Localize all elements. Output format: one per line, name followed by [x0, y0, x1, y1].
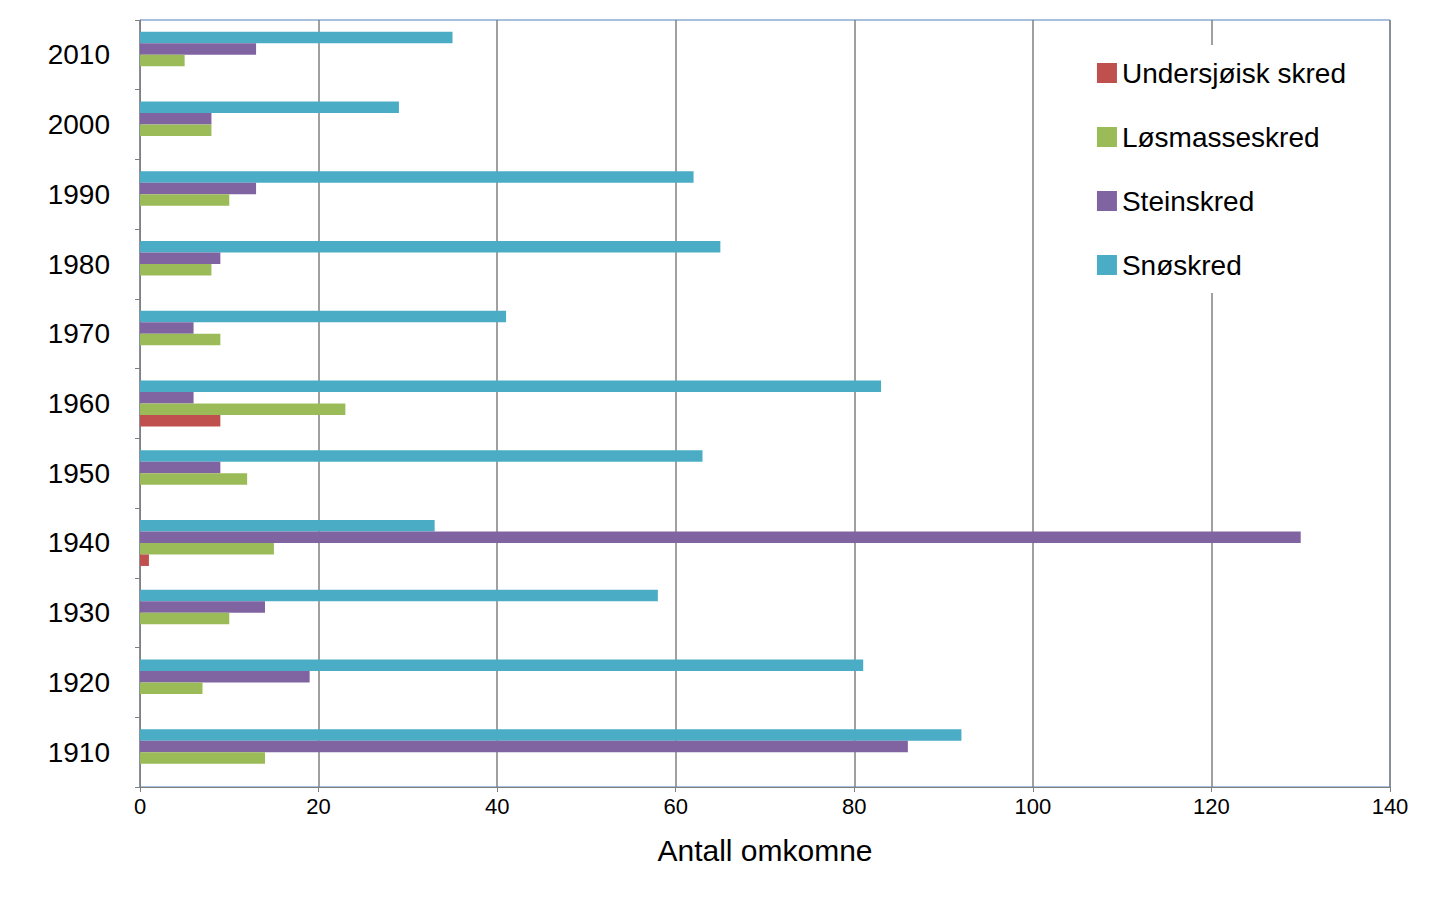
- svg-text:80: 80: [842, 794, 866, 819]
- svg-text:Steinskred: Steinskred: [1122, 186, 1254, 217]
- svg-text:Løsmasseskred: Løsmasseskred: [1122, 122, 1320, 153]
- svg-text:2010: 2010: [48, 39, 110, 70]
- svg-text:1930: 1930: [48, 597, 110, 628]
- svg-text:1950: 1950: [48, 458, 110, 489]
- svg-text:Snøskred: Snøskred: [1122, 250, 1242, 281]
- svg-text:Undersjøisk skred: Undersjøisk skred: [1122, 58, 1346, 89]
- svg-text:1980: 1980: [48, 249, 110, 280]
- svg-text:1910: 1910: [48, 737, 110, 768]
- svg-text:20: 20: [306, 794, 330, 819]
- svg-text:1920: 1920: [48, 667, 110, 698]
- svg-text:40: 40: [485, 794, 509, 819]
- svg-text:120: 120: [1193, 794, 1230, 819]
- svg-text:1960: 1960: [48, 388, 110, 419]
- svg-text:140: 140: [1372, 794, 1409, 819]
- svg-text:1990: 1990: [48, 179, 110, 210]
- svg-text:60: 60: [663, 794, 687, 819]
- svg-text:0: 0: [134, 794, 146, 819]
- svg-text:1940: 1940: [48, 527, 110, 558]
- svg-text:Antall omkomne: Antall omkomne: [657, 834, 872, 867]
- svg-text:100: 100: [1014, 794, 1051, 819]
- svg-text:2000: 2000: [48, 109, 110, 140]
- svg-text:1970: 1970: [48, 318, 110, 349]
